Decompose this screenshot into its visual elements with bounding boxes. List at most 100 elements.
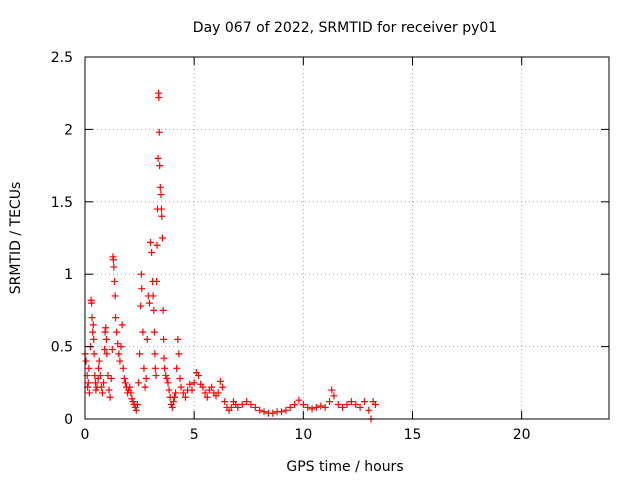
data-point xyxy=(89,321,97,329)
y-tick-labels: 0 0.5 1 1.5 2 2.5 xyxy=(51,50,73,428)
data-point xyxy=(171,393,179,401)
data-point xyxy=(186,380,194,388)
data-point xyxy=(89,328,97,336)
x-tick-labels: 0 5 10 15 20 xyxy=(81,427,531,443)
data-point xyxy=(159,306,167,314)
data-point xyxy=(371,401,379,409)
data-point xyxy=(159,234,167,242)
y-axis-label: SRMTID / TECUs xyxy=(8,182,24,295)
data-point xyxy=(137,270,145,278)
data-point xyxy=(278,408,285,416)
data-point xyxy=(158,212,166,220)
data-point xyxy=(119,364,127,372)
data-point xyxy=(108,345,116,353)
data-point xyxy=(139,328,147,336)
data-point xyxy=(111,292,119,300)
data-point xyxy=(120,374,128,382)
data-point xyxy=(148,248,156,256)
data-point xyxy=(91,379,99,387)
data-point xyxy=(343,401,351,409)
data-point xyxy=(175,350,183,358)
data-point xyxy=(221,398,229,406)
data-point xyxy=(172,389,180,397)
data-point xyxy=(153,241,161,249)
data-point xyxy=(321,403,329,411)
data-point xyxy=(136,350,144,358)
data-point xyxy=(157,205,165,213)
y-tick-label: 1.5 xyxy=(51,195,73,211)
data-point xyxy=(330,392,338,400)
data-point xyxy=(151,364,159,372)
data-point xyxy=(352,401,360,409)
data-point xyxy=(151,350,159,358)
data-point xyxy=(304,403,312,411)
data-point xyxy=(203,393,211,401)
data-point xyxy=(95,357,103,365)
data-point xyxy=(133,401,141,409)
data-point xyxy=(339,403,347,411)
data-point xyxy=(173,364,181,372)
data-point xyxy=(88,299,96,307)
data-point xyxy=(160,335,168,343)
data-point xyxy=(347,398,355,406)
data-point xyxy=(286,403,294,411)
data-point xyxy=(145,299,153,307)
data-point xyxy=(164,379,172,387)
data-point xyxy=(317,402,325,410)
data-point xyxy=(155,94,163,102)
data-point xyxy=(165,386,173,394)
data-point xyxy=(142,374,150,382)
data-point xyxy=(160,354,168,362)
data-point xyxy=(118,321,126,329)
data-point xyxy=(115,350,123,358)
x-tick-label: 10 xyxy=(294,427,312,443)
data-point xyxy=(141,383,149,391)
data-point xyxy=(161,364,169,372)
data-point xyxy=(88,314,96,322)
data-point xyxy=(190,379,198,387)
data-point xyxy=(150,306,158,314)
data-point xyxy=(98,389,106,397)
data-point xyxy=(101,345,109,353)
data-point xyxy=(117,343,125,351)
data-point xyxy=(95,364,103,372)
data-point xyxy=(110,263,118,271)
data-point xyxy=(195,372,203,380)
data-point xyxy=(156,162,164,170)
data-point xyxy=(269,409,277,417)
data-point xyxy=(101,328,109,336)
data-point xyxy=(216,377,224,385)
y-tick-label: 1 xyxy=(64,267,73,283)
y-tick-label: 2 xyxy=(64,122,73,138)
data-point xyxy=(84,379,92,387)
data-point xyxy=(110,277,118,285)
data-point xyxy=(308,405,316,413)
data-point xyxy=(260,408,268,416)
data-point xyxy=(219,383,227,391)
data-point xyxy=(356,403,364,411)
data-point xyxy=(103,350,111,358)
y-tick-label: 2.5 xyxy=(51,50,73,66)
data-point xyxy=(147,238,154,246)
data-point xyxy=(102,324,110,332)
data-point xyxy=(116,357,124,365)
data-point xyxy=(155,128,163,136)
axis-ticks xyxy=(84,56,609,420)
data-point xyxy=(326,398,334,406)
data-point xyxy=(256,406,264,414)
x-tick-label: 5 xyxy=(190,427,199,443)
data-point xyxy=(179,389,187,397)
data-point xyxy=(243,398,251,406)
data-point xyxy=(282,406,290,414)
data-point xyxy=(154,154,162,162)
data-point xyxy=(82,357,90,365)
data-point xyxy=(238,401,246,409)
data-point xyxy=(109,256,117,264)
data-point xyxy=(150,328,158,336)
plot-frame xyxy=(84,56,610,420)
data-point xyxy=(214,389,222,397)
data-point xyxy=(157,191,165,199)
data-point xyxy=(163,374,171,382)
data-point xyxy=(107,374,115,382)
